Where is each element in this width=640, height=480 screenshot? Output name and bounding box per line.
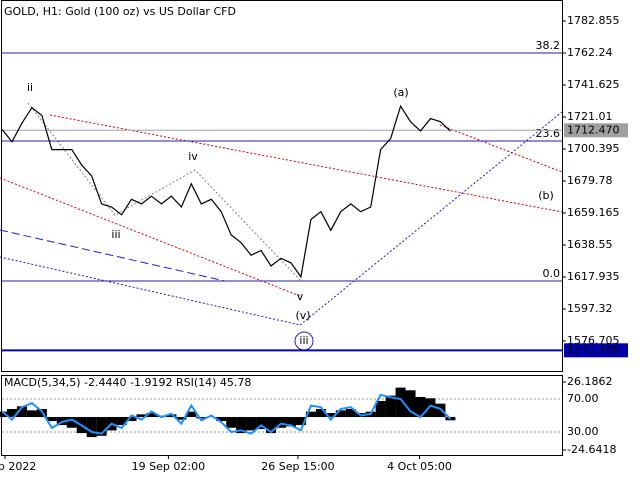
y-tick-label: 1659.165 <box>567 206 620 219</box>
trendline <box>0 229 226 282</box>
macd-bar <box>335 410 346 418</box>
wave-label: iv <box>188 150 198 163</box>
y-tick-label: 1679.78 <box>567 174 613 187</box>
macd-bar <box>325 413 336 418</box>
macd-bar <box>46 417 57 422</box>
macd-tick-label: 26.1862 <box>567 375 613 388</box>
macd-tick-label: -24.6418 <box>567 443 616 456</box>
macd-bar <box>136 414 147 418</box>
trendline <box>439 124 563 173</box>
y-tick-label: 1638.55 <box>567 238 613 251</box>
macd-bar <box>86 417 97 438</box>
x-tick-label: 19 Sep 02:00 <box>132 460 205 473</box>
macd-bar <box>146 413 157 418</box>
macd-bar <box>6 409 17 418</box>
y-tick-label: 1617.935 <box>567 270 620 283</box>
wave-path <box>27 102 301 281</box>
macd-bar <box>295 417 306 426</box>
x-tick-label: 26 Sep 15:00 <box>261 460 334 473</box>
y-tick-label: 1721.01 <box>567 110 613 123</box>
x-tick-label: 9 Sep 2022 <box>0 460 36 473</box>
x-tick-label: 4 Oct 05:00 <box>387 460 452 473</box>
macd-bar <box>415 396 426 418</box>
y-tick-label: 1700.395 <box>567 142 620 155</box>
chart-title: GOLD, H1: Gold (100 oz) vs US Dollar CFD <box>4 5 236 18</box>
wave-label: (v) <box>295 309 310 322</box>
y-tick-label: 1762.24 <box>567 46 613 59</box>
wave-label: (b) <box>538 189 554 202</box>
wave-label: (a) <box>393 86 408 99</box>
macd-bar <box>256 417 267 430</box>
rsi-tick-label: 30.00 <box>567 425 599 438</box>
macd-bar <box>116 417 127 426</box>
macd-bar <box>405 390 416 418</box>
macd-bar <box>0 411 7 418</box>
wave-label: v <box>297 290 304 303</box>
macd-bar <box>375 400 386 418</box>
macd-bar <box>96 417 107 436</box>
macd-bar <box>16 406 27 418</box>
fib-label: 0.0 <box>543 267 561 280</box>
fib-label: 23.6 <box>536 127 561 140</box>
macd-bar <box>56 417 67 426</box>
macd-bar <box>226 417 237 428</box>
trendline <box>0 177 301 297</box>
trendlines <box>0 102 563 326</box>
y-tick-label: 1741.625 <box>567 78 620 91</box>
wave-label: ii <box>27 81 33 94</box>
y-tick-label: 1597.32 <box>567 302 613 315</box>
macd-bar <box>196 417 207 419</box>
macd-bar <box>395 387 406 418</box>
macd-bar <box>276 417 287 428</box>
trendline <box>299 111 563 326</box>
macd-bar <box>236 417 247 434</box>
trendline <box>49 114 563 213</box>
main-frame <box>1 0 563 372</box>
macd-bar <box>315 409 326 418</box>
price-box <box>564 343 628 358</box>
macd-bar <box>26 410 37 418</box>
price-line-series <box>1 104 451 279</box>
trendline <box>0 256 301 326</box>
macd-bar <box>216 417 227 422</box>
macd-bar <box>126 417 137 422</box>
macd-bar <box>345 409 356 418</box>
price-label: 1712.470 <box>567 123 620 136</box>
rsi-tick-label: 70.00 <box>567 392 599 405</box>
macd-bar <box>186 411 197 418</box>
macd-bar <box>305 411 316 418</box>
macd-bar <box>246 417 257 431</box>
fib-label: 38.2 <box>536 39 561 52</box>
rsi-line <box>1 393 452 435</box>
price-box <box>564 123 628 138</box>
wave-label: iii <box>111 228 120 241</box>
wave-label: iii <box>299 334 308 347</box>
macd-bar <box>166 414 177 418</box>
macd-bar <box>266 417 277 434</box>
macd-bar <box>176 417 187 420</box>
price-label: 1570.700 <box>567 343 620 356</box>
indicator-title: MACD(5,34,5) -2.4440 -1.9192 RSI(14) 45.… <box>4 376 251 389</box>
macd-bar <box>385 395 396 418</box>
macd-bar <box>285 417 296 427</box>
macd-bar <box>425 398 436 418</box>
y-tick-label: 1782.855 <box>567 14 620 27</box>
macd-bar <box>66 417 77 428</box>
